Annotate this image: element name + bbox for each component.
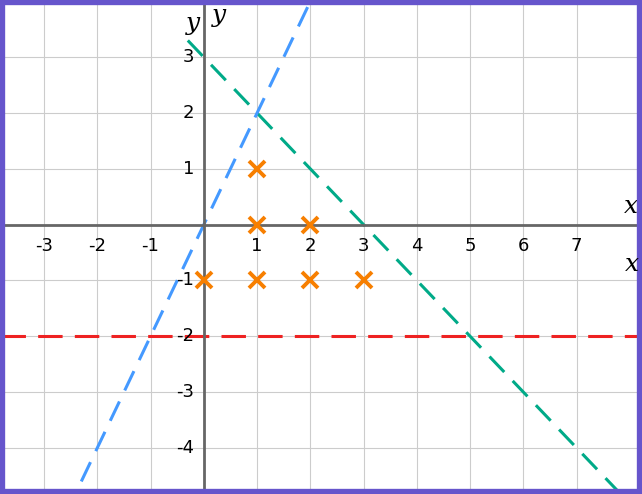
Text: -1: -1 [142,237,159,255]
Text: 3: 3 [183,48,195,66]
Text: -3: -3 [35,237,53,255]
Text: -4: -4 [176,439,195,457]
Text: 2: 2 [304,237,316,255]
Text: x: x [625,253,639,276]
Text: 1: 1 [252,237,263,255]
Text: y: y [186,12,200,36]
Text: 5: 5 [464,237,476,255]
Text: 2: 2 [183,104,195,122]
Text: 3: 3 [358,237,369,255]
Text: -2: -2 [88,237,107,255]
Text: -2: -2 [176,328,195,345]
Text: 1: 1 [183,160,195,178]
Text: 7: 7 [571,237,582,255]
Text: -3: -3 [176,383,195,401]
Text: x: x [624,195,638,218]
Text: 6: 6 [517,237,529,255]
Text: y: y [212,4,226,27]
Text: 4: 4 [411,237,422,255]
Text: -1: -1 [177,272,195,289]
